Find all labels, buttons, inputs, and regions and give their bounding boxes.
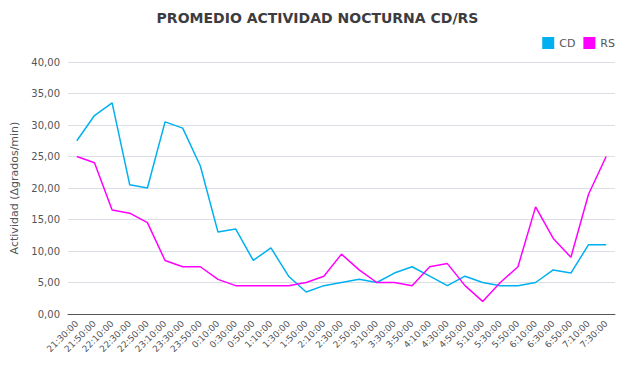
svg-text:5:50:00: 5:50:00 — [489, 318, 522, 350]
svg-text:2:10:00: 2:10:00 — [295, 318, 328, 350]
svg-text:6:10:00: 6:10:00 — [507, 318, 540, 350]
svg-text:6:30:00: 6:30:00 — [525, 318, 557, 350]
svg-text:CD: CD — [559, 37, 575, 50]
svg-text:7:10:00: 7:10:00 — [560, 318, 593, 350]
svg-text:35,00: 35,00 — [31, 88, 60, 99]
svg-text:22:30:00: 22:30:00 — [97, 318, 134, 355]
svg-text:5:30:00: 5:30:00 — [472, 318, 504, 350]
svg-text:30,00: 30,00 — [31, 120, 60, 131]
svg-text:1:30:00: 1:30:00 — [260, 318, 293, 350]
svg-text:5:10:00: 5:10:00 — [454, 318, 487, 350]
svg-text:4:10:00: 4:10:00 — [401, 318, 434, 350]
svg-text:2:50:00: 2:50:00 — [331, 318, 363, 350]
svg-text:6:50:00: 6:50:00 — [542, 318, 575, 350]
svg-text:21:50:00: 21:50:00 — [62, 318, 98, 355]
svg-text:20,00: 20,00 — [31, 183, 60, 194]
svg-text:3:10:00: 3:10:00 — [348, 318, 381, 350]
svg-text:2:30:00: 2:30:00 — [313, 318, 345, 350]
svg-text:5,00: 5,00 — [38, 277, 60, 288]
svg-text:40,00: 40,00 — [31, 57, 60, 68]
svg-text:23:10:00: 23:10:00 — [133, 318, 169, 355]
svg-text:4:50:00: 4:50:00 — [437, 318, 469, 350]
svg-text:0:30:00: 0:30:00 — [207, 318, 240, 350]
svg-text:0:50:00: 0:50:00 — [225, 318, 257, 350]
svg-text:25,00: 25,00 — [31, 151, 60, 162]
svg-text:7:30:00: 7:30:00 — [578, 318, 610, 350]
svg-text:23:50:00: 23:50:00 — [168, 318, 204, 355]
svg-text:22:10:00: 22:10:00 — [80, 318, 116, 355]
svg-text:15,00: 15,00 — [31, 214, 60, 225]
svg-text:Actividad (Δgrados/min): Actividad (Δgrados/min) — [8, 122, 21, 255]
svg-text:1:50:00: 1:50:00 — [278, 318, 310, 350]
svg-text:RS: RS — [600, 37, 615, 50]
svg-text:3:50:00: 3:50:00 — [384, 318, 416, 350]
svg-text:4:30:00: 4:30:00 — [419, 318, 451, 350]
svg-text:22:50:00: 22:50:00 — [115, 318, 151, 355]
svg-text:0:10:00: 0:10:00 — [190, 318, 222, 350]
svg-text:3:30:00: 3:30:00 — [366, 318, 398, 350]
svg-text:23:30:00: 23:30:00 — [150, 318, 187, 355]
svg-text:0,00: 0,00 — [38, 309, 60, 320]
svg-text:1:10:00: 1:10:00 — [242, 318, 275, 350]
svg-text:10,00: 10,00 — [31, 246, 60, 257]
svg-text:21:30:00: 21:30:00 — [44, 318, 81, 355]
svg-text:PROMEDIO ACTIVIDAD NOCTURNA CD: PROMEDIO ACTIVIDAD NOCTURNA CD/RS — [157, 10, 479, 26]
